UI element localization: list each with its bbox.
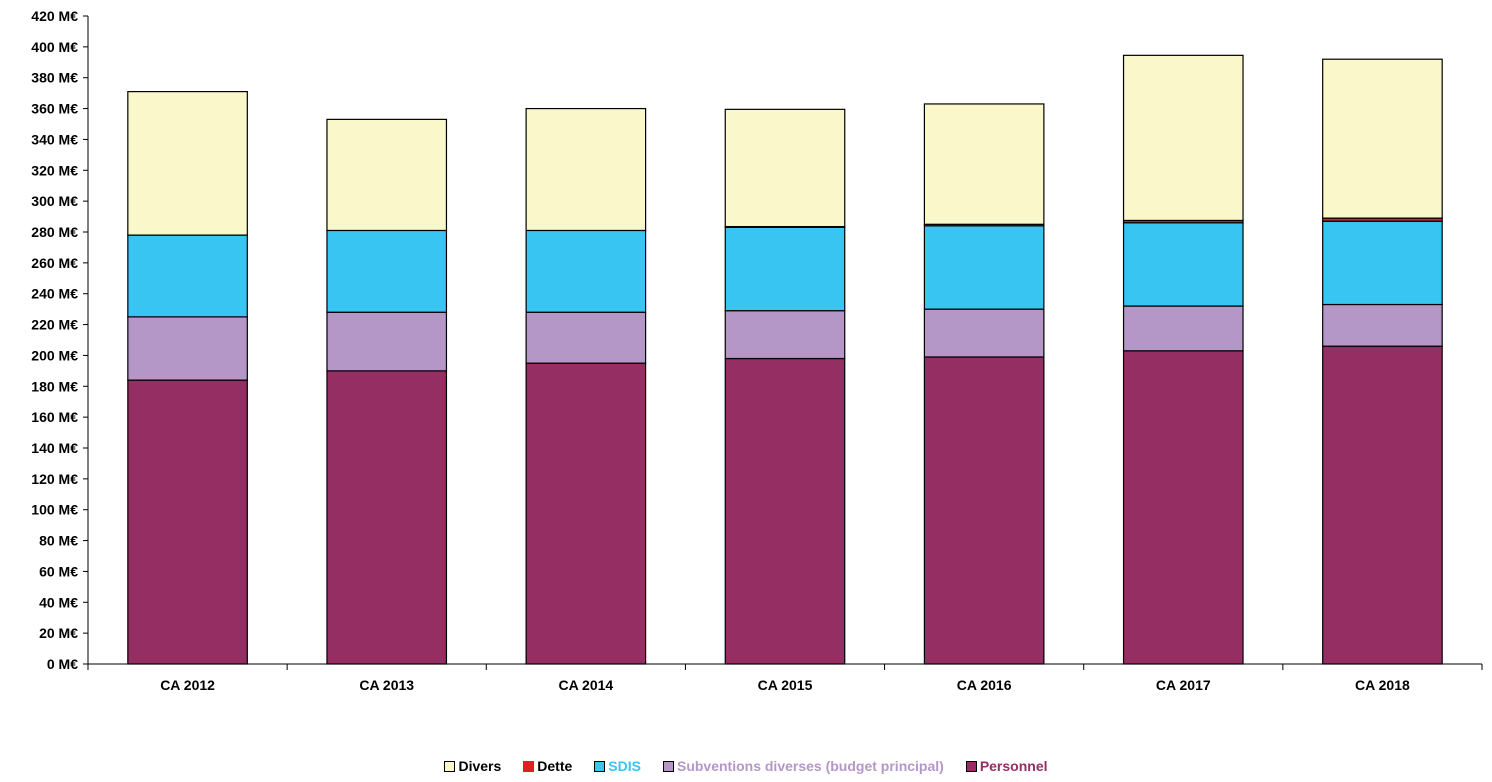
x-tick-label: CA 2016: [957, 677, 1012, 693]
y-tick-label: 20 M€: [39, 625, 78, 641]
bar-segment-personnel: [1122, 350, 1244, 665]
y-tick-label: 240 M€: [31, 286, 78, 302]
bars: [127, 54, 1443, 665]
bar-segment-personnel: [326, 370, 448, 665]
y-tick-label: 100 M€: [31, 502, 78, 518]
bar-segment-subventions-diverses-budget-principal: [724, 310, 846, 360]
y-tick-label: 320 M€: [31, 162, 78, 178]
x-axis: CA 2012 CA 2013 CA 2014 CA 2015 CA 2016 CA 20…: [87, 663, 1483, 693]
bar-segment-divers: [1322, 58, 1443, 219]
y-tick-label: 180 M€: [31, 378, 78, 394]
legend-label: Divers: [458, 758, 502, 774]
bar-segment-subventions-diverses-budget-principal: [1122, 305, 1244, 352]
y-tick-label: 200 M€: [31, 347, 78, 363]
bar-segment-personnel: [923, 356, 1045, 665]
y-tick-label: 280 M€: [31, 224, 78, 240]
bar-segment-divers: [326, 118, 448, 232]
legend-item-personnel: Personnel: [965, 758, 1048, 774]
legend-label: Personnel: [979, 758, 1048, 774]
legend-swatch: [523, 760, 535, 772]
stacked-bar-chart: 0 M€ 20 M€ 40 M€ 60 M€ 80 M€ 100 M€ 120 M€ 140 …: [31, 8, 1483, 693]
bar-segment-sdis: [326, 229, 448, 313]
y-tick-label: 300 M€: [31, 193, 78, 209]
legend-item-dette: Dette: [523, 758, 572, 774]
bar-segment-subventions-diverses-budget-principal: [326, 311, 448, 372]
bar-segment-sdis: [127, 234, 248, 318]
y-tick-label: 0 M€: [47, 656, 78, 672]
bar-segment-personnel: [724, 357, 846, 665]
bar-segment-subventions-diverses-budget-principal: [525, 311, 647, 364]
bar-segment-divers: [525, 107, 647, 232]
y-tick-label: 340 M€: [31, 131, 78, 147]
legend-item-sdis: SDIS: [594, 758, 641, 774]
bar-segment-divers: [1122, 54, 1244, 222]
y-tick-label: 400 M€: [31, 39, 78, 55]
bar-segment-subventions-diverses-budget-principal: [127, 316, 248, 381]
bar-segment-divers: [724, 108, 846, 228]
bar-segment-divers: [127, 90, 248, 236]
y-tick-label: 60 M€: [39, 563, 78, 579]
y-tick-label: 420 M€: [31, 8, 78, 24]
x-tick-label: CA 2015: [758, 677, 813, 693]
legend-swatch: [444, 760, 456, 772]
bar-segment-personnel: [525, 362, 647, 665]
y-tick-label: 360 M€: [31, 101, 78, 117]
y-tick-label: 40 M€: [39, 594, 78, 610]
x-tick-label: CA 2013: [359, 677, 414, 693]
y-tick-label: 80 M€: [39, 533, 78, 549]
x-tick-label: CA 2012: [160, 677, 215, 693]
y-tick-label: 220 M€: [31, 317, 78, 333]
bar-segment-sdis: [923, 225, 1045, 310]
y-tick-label: 260 M€: [31, 255, 78, 271]
bar-segment-sdis: [525, 229, 647, 313]
bar-segment-personnel: [1322, 345, 1443, 665]
y-tick-label: 160 M€: [31, 409, 78, 425]
legend-label: Subventions diverses (budget principal): [676, 758, 944, 774]
y-tick-label: 380 M€: [31, 70, 78, 86]
bar-segment-subventions-diverses-budget-principal: [1322, 303, 1443, 347]
y-tick-label: 120 M€: [31, 471, 78, 487]
bar-segment-sdis: [1122, 222, 1244, 307]
legend-item-divers: Divers: [444, 758, 501, 774]
x-tick-label: CA 2014: [558, 677, 613, 693]
legend: Divers Dette SDIS Subventions diverses (bud…: [0, 758, 1492, 774]
x-tick-label: CA 2017: [1156, 677, 1211, 693]
bar-segment-personnel: [127, 379, 248, 665]
legend-label: SDIS: [608, 758, 641, 774]
legend-swatch: [965, 760, 977, 772]
bar-segment-subventions-diverses-budget-principal: [923, 308, 1045, 358]
bar-segment-sdis: [1322, 220, 1443, 306]
y-tick-label: 140 M€: [31, 440, 78, 456]
legend-swatch: [594, 760, 606, 772]
bar-segment-sdis: [724, 226, 846, 312]
x-tick-label: CA 2018: [1355, 677, 1410, 693]
bar-segment-divers: [923, 103, 1045, 225]
legend-swatch: [662, 760, 674, 772]
legend-label: Dette: [537, 758, 573, 774]
y-axis: 0 M€ 20 M€ 40 M€ 60 M€ 80 M€ 100 M€ 120 M€ 140 …: [31, 8, 89, 672]
legend-item-subventions-diverses-budget-principal: Subventions diverses (budget principal): [662, 758, 944, 774]
